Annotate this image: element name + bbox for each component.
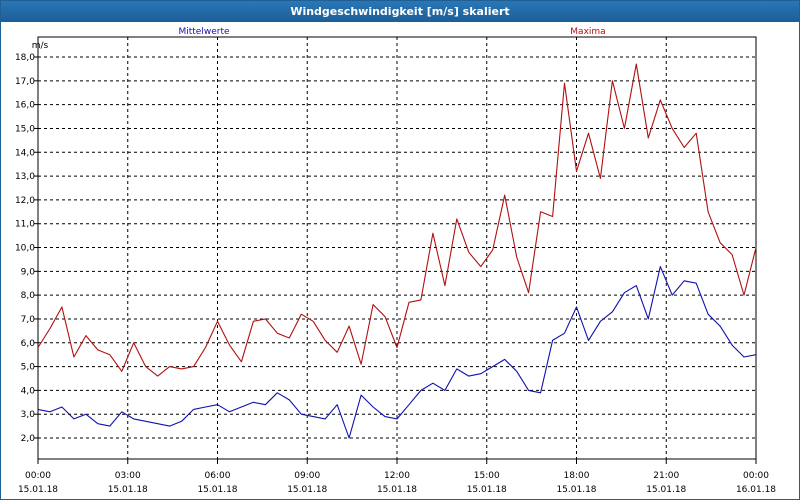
y-tick-label: 15,0 <box>15 124 35 134</box>
y-tick-label: 7,0 <box>21 315 36 325</box>
series-lines <box>37 63 757 439</box>
x-tick-time: 03:00 <box>115 471 141 481</box>
grid-lines <box>34 37 757 464</box>
x-tick-time: 12:00 <box>384 471 410 481</box>
y-tick-label: 17,0 <box>15 77 35 87</box>
y-tick-label: 2,0 <box>21 434 36 444</box>
y-tick-label: 13,0 <box>15 172 35 182</box>
x-tick-time: 00:00 <box>743 471 769 481</box>
y-tick-labels: 2,0 3,0 4,0 5,0 6,0 7,0 8,0 9,0 10,0 11,0 12,0 13,0… <box>15 53 35 444</box>
x-tick-time: 06:00 <box>205 471 231 481</box>
x-tick-time: 18:00 <box>564 471 590 481</box>
y-tick-label: 4,0 <box>21 386 36 396</box>
series-line-maxima <box>37 63 757 377</box>
x-tick-time: 09:00 <box>294 471 320 481</box>
y-tick-label: 12,0 <box>15 196 35 206</box>
x-tick-date: 15.01.18 <box>287 485 327 495</box>
window-title: Windgeschwindigkeit [m/s] skaliert <box>1 1 799 22</box>
legend-maxima: Maxima <box>570 27 605 37</box>
y-tick-label: 5,0 <box>21 363 36 373</box>
x-tick-date: 15.01.18 <box>108 485 148 495</box>
x-tick-date: 15.01.18 <box>646 485 686 495</box>
y-tick-label: 14,0 <box>15 148 35 158</box>
y-tick-label: 8,0 <box>21 291 36 301</box>
x-tick-time: 15:00 <box>474 471 500 481</box>
series-line-mittelwerte <box>37 266 757 439</box>
x-tick-date: 15.01.18 <box>377 485 417 495</box>
x-tick-labels: 00:00 15.01.18 03:00 15.01.18 06:00 15.01.18 0… <box>18 471 776 495</box>
x-tick-time: 00:00 <box>25 471 51 481</box>
legend-mittelwerte: Mittelwerte <box>178 27 229 37</box>
y-tick-label: 6,0 <box>21 339 36 349</box>
x-tick-date: 15.01.18 <box>197 485 237 495</box>
y-tick-label: 3,0 <box>21 410 36 420</box>
x-tick-date: 15.01.18 <box>556 485 596 495</box>
y-tick-label: 16,0 <box>15 101 35 111</box>
x-tick-time: 21:00 <box>653 471 679 481</box>
x-tick-date: 15.01.18 <box>467 485 507 495</box>
x-tick-date: 16.01.18 <box>736 485 776 495</box>
x-tick-date: 15.01.18 <box>18 485 58 495</box>
y-axis-unit: m/s <box>32 41 49 51</box>
y-tick-label: 10,0 <box>15 244 35 254</box>
y-tick-label: 11,0 <box>15 220 35 230</box>
y-tick-label: 18,0 <box>15 53 35 63</box>
y-tick-label: 9,0 <box>21 267 36 277</box>
